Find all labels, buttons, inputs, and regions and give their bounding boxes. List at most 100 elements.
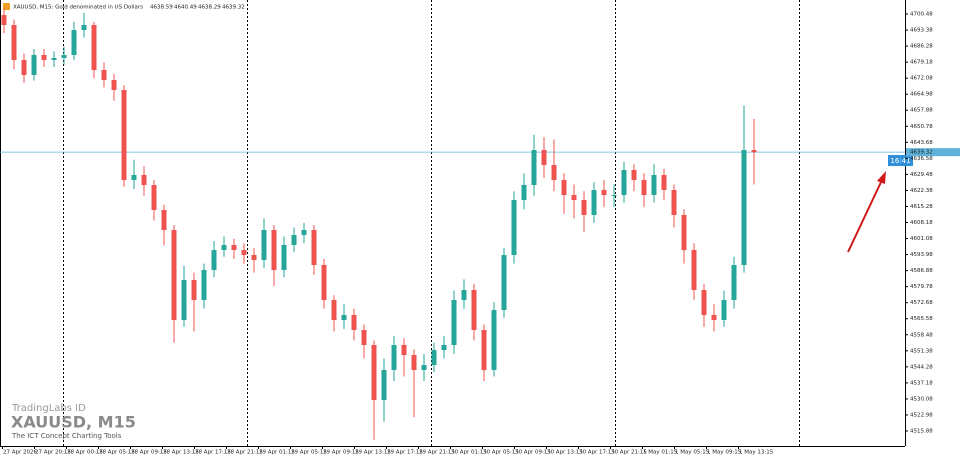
y-tick-label: 4515.88: [910, 429, 933, 435]
candle-body: [741, 150, 747, 266]
watermark-tagline: The ICT Concept Charting Tools: [11, 432, 122, 440]
candle-body: [251, 255, 257, 261]
x-tick-label: 1 May 13:15: [739, 450, 774, 456]
y-tick-label: 4572.68: [910, 300, 933, 306]
header-value: 4638.29: [198, 5, 221, 11]
header-value: 4638.59: [150, 5, 173, 11]
x-tick-label: 30 Apr 01:15: [451, 450, 487, 456]
candle-body: [301, 230, 307, 235]
candle-body: [491, 310, 497, 371]
y-tick-label: 4686.28: [910, 44, 933, 50]
candle-body: [191, 280, 197, 301]
x-tick-label: 28 Apr 17:15: [195, 450, 231, 456]
y-tick-label: 4650.78: [910, 124, 933, 130]
candle-body: [751, 150, 757, 153]
candle-body: [731, 265, 737, 301]
x-tick-label: 1 May 09:15: [707, 450, 742, 456]
candle-body: [121, 89, 127, 181]
candle-body: [291, 234, 297, 246]
y-tick-label: 4601.08: [910, 236, 933, 242]
candle-body: [201, 270, 207, 301]
header-value: 4639.32: [222, 5, 245, 11]
y-tick-label: 4544.28: [910, 364, 933, 370]
y-tick-label: 4565.58: [910, 316, 933, 322]
x-tick-label: 29 Apr 05:15: [291, 450, 327, 456]
candle-body: [361, 330, 367, 346]
candle-body: [721, 300, 727, 320]
candle-body: [281, 245, 287, 271]
candle-body: [561, 180, 567, 196]
header-value: 4640.49: [174, 5, 197, 11]
x-tick-label: 28 Apr 13:15: [163, 450, 199, 456]
candle-body: [211, 250, 217, 271]
candle-body: [381, 370, 387, 401]
candle-body: [541, 150, 547, 166]
candle-body: [371, 345, 377, 401]
x-tick-label: 28 Apr 00:15: [67, 450, 103, 456]
candle-body: [421, 365, 427, 371]
candle-body: [101, 70, 107, 81]
arrow-head: [877, 171, 886, 184]
candle-body: [471, 289, 477, 331]
candle-body: [341, 315, 347, 320]
y-tick-label: 4657.88: [910, 108, 933, 114]
candle-body: [451, 300, 457, 346]
candle-body: [221, 245, 227, 251]
current-price-label: 4639.32: [910, 150, 933, 156]
y-tick-label: 4608.18: [910, 220, 933, 226]
candle-body: [11, 25, 17, 60]
candle-body: [241, 250, 247, 256]
x-tick-label: 30 Apr 09:15: [515, 450, 551, 456]
candle-body: [321, 265, 327, 301]
candle-body: [511, 200, 517, 256]
candle-body: [391, 345, 397, 371]
candle-body: [311, 230, 317, 266]
candle-body: [481, 330, 487, 371]
candle-body: [581, 200, 587, 216]
y-tick-label: 4622.38: [910, 188, 933, 194]
candle-body: [701, 289, 707, 316]
candle-body: [611, 195, 617, 197]
candle-body: [711, 315, 717, 320]
symbol-icon: [3, 3, 10, 10]
x-tick-label: 29 Apr 13:15: [355, 450, 391, 456]
y-tick-label: 4558.48: [910, 332, 933, 338]
candle-body: [91, 25, 97, 71]
candle-body: [651, 174, 657, 196]
candle-body: [351, 315, 357, 331]
candle-body: [161, 210, 167, 231]
candle-body: [431, 350, 437, 366]
candle-body: [51, 58, 57, 60]
candle-body: [531, 150, 537, 186]
candle-body: [401, 345, 407, 356]
x-tick-label: 1 May 01:15: [643, 450, 678, 456]
x-tick-label: 29 Apr 01:15: [259, 450, 295, 456]
candle-body: [41, 55, 47, 60]
candle-body: [331, 300, 337, 320]
candle-body: [501, 255, 507, 311]
candle-body: [261, 230, 267, 261]
y-tick-label: 4679.18: [910, 60, 933, 66]
candle-body: [271, 230, 277, 271]
y-tick-label: 4672.08: [910, 76, 933, 82]
x-tick-label: 30 Apr 21:15: [611, 450, 647, 456]
y-tick-label: 4586.88: [910, 268, 933, 274]
candle-body: [181, 280, 187, 320]
x-tick-label: 29 Apr 21:15: [419, 450, 455, 456]
x-tick-label: 28 Apr 21:15: [227, 450, 263, 456]
candle-body: [1, 15, 7, 26]
candle-body: [441, 345, 447, 351]
candle-body: [601, 189, 607, 196]
candle-body: [661, 174, 667, 190]
x-tick-label: 30 Apr 17:15: [579, 450, 615, 456]
y-tick-label: 4537.18: [910, 380, 933, 386]
x-tick-label: 29 Apr 17:15: [387, 450, 423, 456]
candle-body: [81, 25, 87, 30]
y-tick-label: 4643.68: [910, 140, 933, 146]
watermark-symbol: XAUUSD, M15: [11, 413, 136, 432]
x-tick-label: 27 Apr 20:15: [35, 450, 71, 456]
time-box: [888, 155, 913, 166]
candle-body: [171, 230, 177, 320]
y-tick-label: 4693.38: [910, 28, 933, 34]
